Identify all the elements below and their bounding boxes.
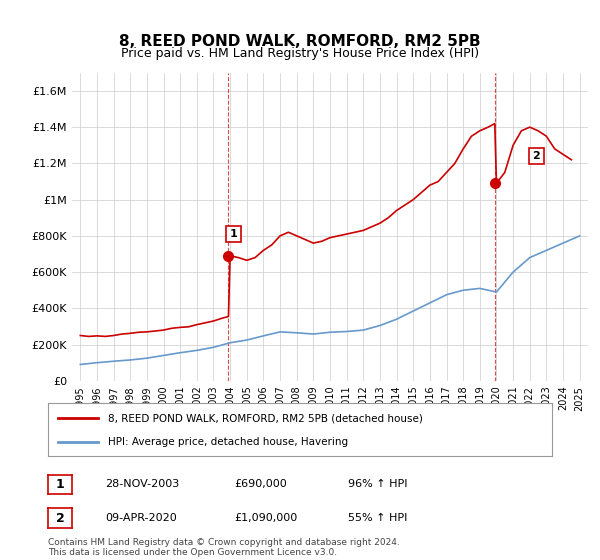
Text: Price paid vs. HM Land Registry's House Price Index (HPI): Price paid vs. HM Land Registry's House … — [121, 46, 479, 60]
Text: 8, REED POND WALK, ROMFORD, RM2 5PB: 8, REED POND WALK, ROMFORD, RM2 5PB — [119, 35, 481, 49]
Text: 1: 1 — [230, 229, 238, 239]
Text: 09-APR-2020: 09-APR-2020 — [105, 513, 177, 523]
Text: £1,090,000: £1,090,000 — [234, 513, 297, 523]
Text: 55% ↑ HPI: 55% ↑ HPI — [348, 513, 407, 523]
Text: 2: 2 — [56, 512, 64, 525]
Text: 2: 2 — [533, 151, 540, 161]
Text: £690,000: £690,000 — [234, 479, 287, 489]
Text: 28-NOV-2003: 28-NOV-2003 — [105, 479, 179, 489]
Text: 8, REED POND WALK, ROMFORD, RM2 5PB (detached house): 8, REED POND WALK, ROMFORD, RM2 5PB (det… — [109, 413, 424, 423]
Text: 96% ↑ HPI: 96% ↑ HPI — [348, 479, 407, 489]
Text: Contains HM Land Registry data © Crown copyright and database right 2024.
This d: Contains HM Land Registry data © Crown c… — [48, 538, 400, 557]
Text: HPI: Average price, detached house, Havering: HPI: Average price, detached house, Have… — [109, 436, 349, 446]
Text: 1: 1 — [56, 478, 64, 491]
